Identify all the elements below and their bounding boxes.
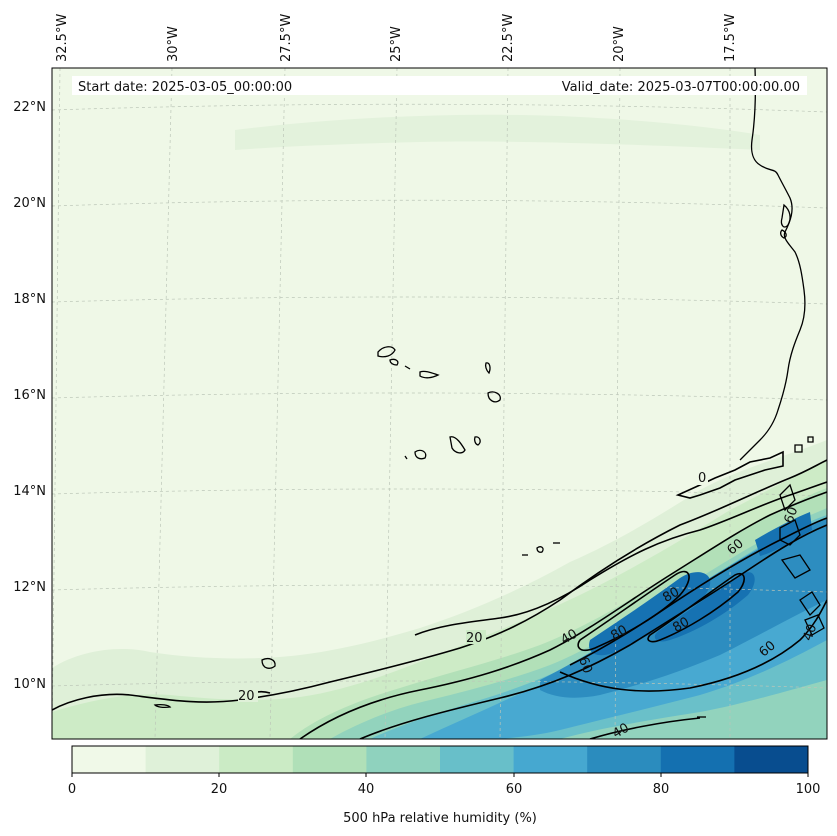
map-panel: 0 20 20 40 40 60 60 60 80 80 80 60 40 St… <box>52 68 827 742</box>
colorbar-tick-label: 20 <box>211 782 228 797</box>
colorbar-segment <box>72 746 147 773</box>
lat-label: 10°N <box>13 677 46 692</box>
humidity-band-north <box>235 114 760 150</box>
valid-date-label: Valid_date: 2025-03-07T00:00:00.00 <box>562 80 800 95</box>
colorbar-segment <box>219 746 294 773</box>
colorbar-ticks: 0 20 40 60 80 100 <box>68 773 821 797</box>
colorbar-tick-label: 80 <box>653 782 670 797</box>
lat-label: 14°N <box>13 484 46 499</box>
contour-label-0: 0 <box>698 471 706 486</box>
colorbar-tick-label: 100 <box>796 782 821 797</box>
humidity-80-90-a <box>589 572 711 656</box>
lat-label: 12°N <box>13 580 46 595</box>
lat-label: 16°N <box>13 388 46 403</box>
colorbar-segment <box>660 746 735 773</box>
lon-label: 32.5°W <box>55 14 70 62</box>
colorbar-segment <box>440 746 515 773</box>
colorbar-segment <box>366 746 441 773</box>
coastline <box>739 68 825 636</box>
longitude-labels: 32.5°W 30°W 27.5°W 25°W 22.5°W 20°W 17.5… <box>55 14 738 62</box>
lon-label: 22.5°W <box>501 14 516 62</box>
colorbar-tick-label: 40 <box>358 782 375 797</box>
colorbar-tick-label: 0 <box>68 782 76 797</box>
latitude-labels: 22°N 20°N 18°N 16°N 14°N 12°N 10°N <box>13 100 46 692</box>
colorbar-segment <box>587 746 662 773</box>
colorbar-tick-label: 60 <box>506 782 523 797</box>
contour-label-60d: 60 <box>782 505 802 526</box>
lon-label: 30°W <box>166 26 181 62</box>
contour-label-40a: 40 <box>558 627 580 648</box>
contour-labels: 0 20 20 40 40 60 60 60 80 80 80 60 40 <box>238 471 821 742</box>
lon-label: 17.5°W <box>723 14 738 62</box>
lon-label: 25°W <box>389 26 404 62</box>
map-frame <box>51 67 828 740</box>
islands <box>153 346 706 718</box>
contour-lines <box>52 450 827 739</box>
contour-label-40b: 40 <box>610 721 632 742</box>
colorbar <box>72 746 809 773</box>
colorbar-frame <box>71 745 809 774</box>
graticule <box>52 68 827 739</box>
colorbar-label: 500 hPa relative humidity (%) <box>343 811 537 826</box>
colorbar-segment <box>292 746 367 773</box>
lat-label: 22°N <box>13 100 46 115</box>
lon-label: 20°W <box>612 26 627 62</box>
lat-label: 18°N <box>13 292 46 307</box>
contour-label-20a: 20 <box>466 631 483 646</box>
colorbar-segment <box>145 746 220 773</box>
header-box <box>72 76 807 95</box>
colorbar-segment <box>513 746 588 773</box>
contour-label-80a: 80 <box>660 585 682 606</box>
contour-label-80b: 80 <box>608 623 630 644</box>
humidity-80-90-b <box>654 572 755 642</box>
start-date-label: Start date: 2025-03-05_00:00:00 <box>78 80 292 95</box>
lat-label: 20°N <box>13 196 46 211</box>
contour-label-80c: 80 <box>670 615 692 636</box>
lon-label: 27.5°W <box>279 14 294 62</box>
contour-label-20b: 20 <box>238 689 255 704</box>
colorbar-segment <box>734 746 809 773</box>
contour-label-40c: 40 <box>801 622 821 643</box>
contour-label-60b: 60 <box>575 655 595 676</box>
